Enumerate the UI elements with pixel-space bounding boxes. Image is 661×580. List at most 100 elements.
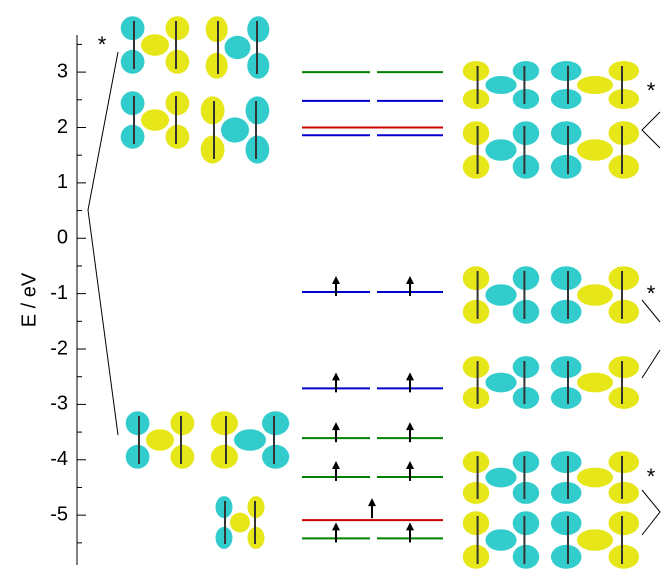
orbital-lobe	[210, 444, 238, 469]
orbital-lobe	[462, 356, 490, 379]
connectors	[87, 51, 661, 536]
orbital-lobe	[577, 467, 613, 488]
orbital-lobe	[608, 154, 640, 179]
y-tick-label: -5	[50, 503, 68, 525]
electron-arrow-head	[332, 275, 340, 284]
orbital-lobe	[608, 121, 640, 146]
orbital-lobe	[550, 121, 582, 146]
orbital-lobe	[146, 429, 174, 451]
orbital-lobe	[262, 411, 290, 436]
orbital-lobe	[170, 411, 195, 436]
orbital-lobe	[210, 411, 238, 436]
orbital-lobe	[120, 16, 145, 41]
orbital-lobe	[165, 49, 190, 74]
orbital-lobe	[608, 89, 640, 109]
orbital-lobe	[245, 96, 270, 125]
orbital-lobe	[550, 451, 582, 474]
orbital-lobe	[165, 16, 190, 41]
orbital-lobe	[512, 451, 540, 474]
electron-arrow-head	[332, 522, 340, 531]
orbital-lobe	[247, 16, 270, 43]
orbital-lobe	[485, 139, 517, 161]
electron-arrow-head	[332, 372, 340, 381]
y-axis-label: E / eV	[18, 272, 40, 327]
orbital-lobe	[512, 121, 540, 146]
orbital-lobe	[247, 52, 270, 79]
electron-arrow-head	[406, 460, 414, 469]
orbital-lobe	[462, 89, 490, 109]
y-tick-label: 2	[57, 116, 68, 138]
orbital-lobe	[462, 61, 490, 81]
orbital-lobe	[234, 429, 266, 451]
orbital-lobe	[608, 511, 640, 536]
y-tick-label: -2	[50, 337, 68, 359]
orbital-lobe	[462, 386, 490, 409]
orbital-lobe	[485, 467, 517, 488]
annotation: *	[647, 464, 656, 489]
orbital-lobe	[512, 61, 540, 81]
electron-arrow-head	[332, 422, 340, 431]
orbital-lobe	[577, 529, 613, 551]
electron-arrow-head	[406, 275, 414, 284]
orbital-lobe	[512, 154, 540, 179]
orbital-lobe	[245, 135, 270, 164]
orbital-lobe	[262, 444, 290, 469]
orbital-lobe	[550, 61, 582, 81]
orbital-lobe	[608, 386, 640, 409]
orbital-lobe	[141, 109, 169, 131]
orbital-lobe	[125, 411, 150, 436]
orbital-lobe	[165, 124, 190, 149]
orbital-lobe	[550, 386, 582, 409]
orbital-lobe	[462, 511, 490, 536]
orbital-lobe	[577, 139, 613, 161]
orbital-lobe	[512, 544, 540, 569]
orbital-lobe	[230, 512, 250, 533]
orbital-lobe	[462, 481, 490, 504]
electron-arrow-head	[332, 460, 340, 469]
orbital-lobe	[550, 544, 582, 569]
orbital-lobe	[550, 511, 582, 536]
orbital-lobe	[200, 135, 225, 164]
orbital-lobe	[205, 16, 228, 43]
y-tick-label: -3	[50, 393, 68, 415]
orbital-lobe	[512, 266, 540, 291]
orbital-lobe	[550, 299, 582, 324]
orbital-lobe	[608, 61, 640, 81]
orbital-lobe	[462, 299, 490, 324]
orbital-lobe	[462, 121, 490, 146]
orbital-lobe	[221, 117, 249, 143]
orbital-lobe	[462, 544, 490, 569]
orbital-lobe	[550, 481, 582, 504]
orbital-lobe	[462, 154, 490, 179]
annotation: *	[98, 32, 107, 57]
connector	[641, 349, 661, 379]
orbital-lobe	[141, 34, 169, 56]
orbital-lobe	[608, 451, 640, 474]
orbital-lobe	[512, 299, 540, 324]
orbital-lobe	[512, 511, 540, 536]
orbital-lobe	[512, 386, 540, 409]
orbital-lobe	[120, 91, 145, 116]
orbital-lobe	[550, 154, 582, 179]
orbital-lobe	[462, 451, 490, 474]
connector	[641, 111, 661, 149]
orbital-lobe	[608, 481, 640, 504]
orbital-lobe	[485, 76, 517, 94]
electron-arrow-head	[406, 522, 414, 531]
orbital-lobe	[125, 444, 150, 469]
orbital-lobe	[512, 481, 540, 504]
orbital-lobe	[608, 356, 640, 379]
annotation: *	[647, 78, 656, 103]
y-tick-label: 3	[57, 60, 68, 82]
orbital-lobe	[462, 266, 490, 291]
orbital-lobe	[608, 544, 640, 569]
orbital-lobe	[205, 52, 228, 79]
orbital-lobe	[485, 284, 517, 306]
orbital-lobe	[200, 96, 225, 125]
orbital-lobe	[485, 372, 517, 393]
y-tick-label: 0	[57, 227, 68, 249]
orbital-lobe	[550, 89, 582, 109]
connector	[641, 299, 661, 323]
y-tick-label: -4	[50, 448, 68, 470]
